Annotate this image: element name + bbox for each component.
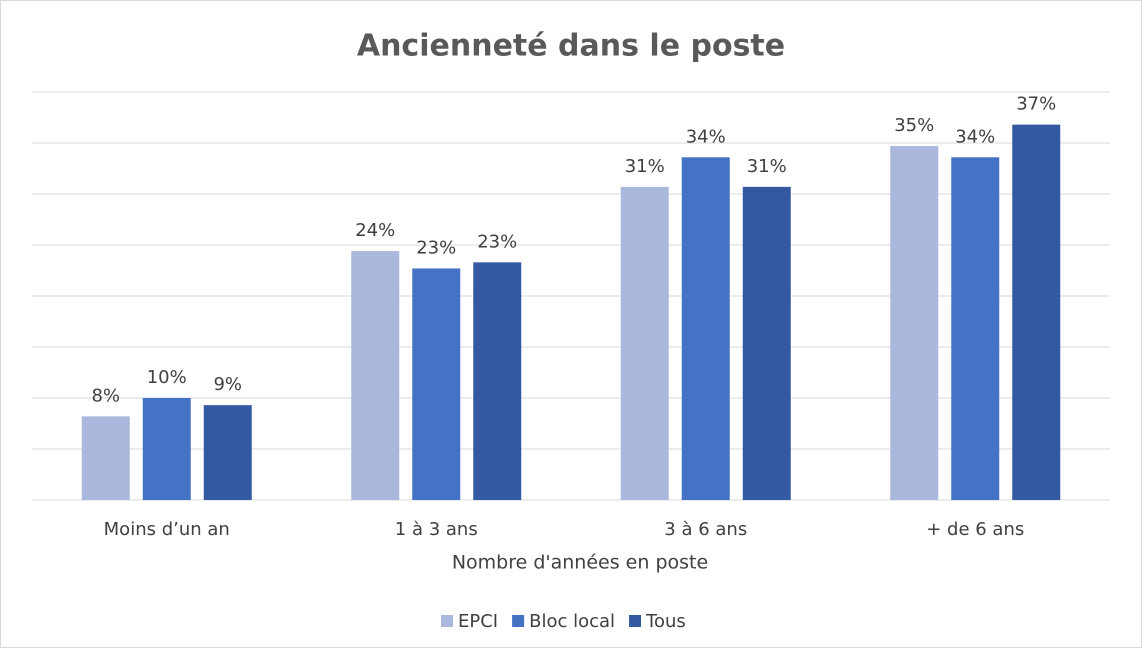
bar [742, 186, 791, 501]
legend-label: Bloc local [529, 611, 615, 632]
data-label: 34% [955, 126, 995, 147]
bar [681, 157, 730, 500]
bar [1012, 124, 1061, 500]
legend-swatch [441, 615, 453, 627]
legend-label: Tous [645, 611, 686, 632]
x-axis-title: Nombre d'années en poste [452, 552, 708, 574]
x-tick-label: 1 à 3 ans [395, 519, 478, 540]
legend-swatch [512, 615, 525, 627]
bar [620, 186, 669, 501]
bar [203, 405, 252, 500]
data-label: 31% [625, 156, 665, 177]
data-label: 10% [147, 367, 187, 388]
legend-swatch [629, 615, 642, 627]
data-label: 9% [213, 374, 242, 395]
data-label: 35% [894, 115, 934, 136]
bar [890, 146, 939, 500]
bar [142, 398, 191, 500]
data-label: 23% [416, 237, 456, 258]
bar [473, 262, 522, 500]
x-tick-label: Moins d’un an [104, 519, 230, 540]
legend-label: EPCI [458, 611, 498, 632]
data-label: 8% [91, 385, 120, 406]
x-tick-label: + de 6 ans [926, 519, 1024, 540]
bar [951, 157, 1000, 500]
bar [412, 268, 461, 500]
chart-title: Ancienneté dans le poste [357, 29, 785, 64]
data-label: 31% [747, 156, 787, 177]
data-label: 24% [355, 220, 395, 241]
bar [351, 251, 400, 500]
x-tick-label: 3 à 6 ans [664, 519, 747, 540]
data-label: 37% [1016, 94, 1056, 115]
bar [81, 416, 130, 500]
data-label: 23% [477, 231, 517, 252]
data-label: 34% [686, 126, 726, 147]
